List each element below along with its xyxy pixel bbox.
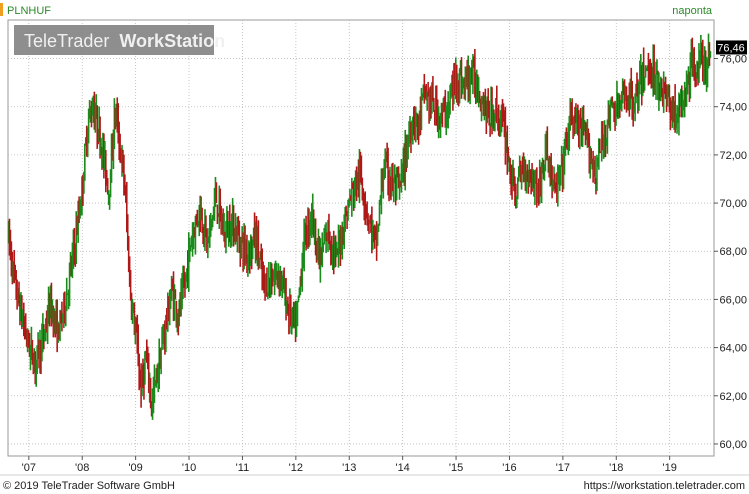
period-label: naponta	[672, 5, 713, 17]
y-tick-label: 68,00	[719, 246, 747, 258]
x-tick-label: '12	[289, 462, 303, 474]
watermark-product: WorkStation	[119, 31, 225, 51]
source-url: https://workstation.teletrader.com	[584, 480, 745, 492]
watermark-box	[14, 25, 214, 55]
symbol-accent-bar	[0, 3, 3, 16]
last-price-marker: 76,46	[716, 40, 747, 55]
symbol-label: PLNHUF	[7, 5, 51, 17]
y-tick-label: 64,00	[719, 343, 747, 355]
x-tick-label: '07	[22, 462, 36, 474]
y-tick-label: 66,00	[719, 294, 747, 306]
x-tick-label: '11	[236, 462, 250, 474]
x-tick-label: '13	[342, 462, 356, 474]
y-tick-label: 60,00	[719, 439, 747, 451]
y-tick-label: 74,00	[719, 102, 747, 114]
x-axis: '07 '08 '09 '10 '11 '12 '13 '14 '15 '16 '17 '18 '19	[22, 456, 677, 474]
y-tick-label: 76,00	[719, 54, 747, 66]
x-tick-label: '08	[75, 462, 89, 474]
last-price-box	[716, 40, 747, 55]
x-tick-label: '18	[609, 462, 623, 474]
x-tick-label: '17	[556, 462, 570, 474]
copyright-text: © 2019 TeleTrader Software GmbH	[3, 480, 175, 492]
watermark-logo: TeleTrader WorkStation	[24, 31, 225, 51]
x-tick-label: '10	[182, 462, 196, 474]
y-tick-label: 70,00	[719, 198, 747, 210]
x-tick-label: '09	[128, 462, 142, 474]
x-tick-label: '19	[663, 462, 677, 474]
watermark-brand: TeleTrader	[24, 31, 109, 51]
y-tick-label: 62,00	[719, 391, 747, 403]
y-axis: 60,00 62,00 64,00 66,00 68,00 70,00 72,00 74,00…	[714, 54, 747, 451]
y-tick-label: 72,00	[719, 150, 747, 162]
candles	[7, 33, 712, 420]
x-tick-label: '15	[449, 462, 463, 474]
chart-header	[0, 0, 749, 20]
x-tick-label: '14	[395, 462, 409, 474]
grid	[8, 20, 714, 456]
last-price-label: 76,46	[717, 42, 745, 54]
x-tick-label: '16	[502, 462, 516, 474]
